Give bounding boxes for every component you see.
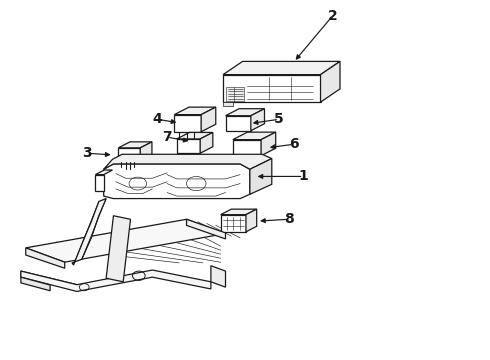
Polygon shape (211, 266, 225, 287)
Polygon shape (96, 170, 113, 175)
Polygon shape (220, 215, 246, 232)
Polygon shape (118, 142, 152, 148)
Polygon shape (26, 248, 65, 268)
Polygon shape (220, 209, 257, 215)
Text: 4: 4 (152, 112, 162, 126)
Polygon shape (21, 271, 77, 290)
Polygon shape (251, 109, 265, 131)
Polygon shape (26, 219, 225, 262)
Polygon shape (177, 132, 213, 139)
Polygon shape (174, 114, 201, 132)
Polygon shape (246, 209, 257, 232)
Polygon shape (320, 62, 340, 102)
Polygon shape (104, 154, 272, 169)
Polygon shape (21, 270, 211, 292)
Text: 6: 6 (289, 137, 298, 151)
Polygon shape (187, 219, 225, 239)
Polygon shape (177, 139, 200, 153)
Text: 2: 2 (328, 9, 338, 23)
Polygon shape (21, 277, 50, 291)
Polygon shape (96, 175, 104, 191)
Polygon shape (223, 62, 340, 75)
Text: 1: 1 (298, 170, 308, 184)
Polygon shape (225, 109, 265, 116)
Polygon shape (140, 142, 152, 162)
Polygon shape (200, 132, 213, 153)
Polygon shape (233, 140, 261, 156)
Polygon shape (72, 199, 106, 265)
Polygon shape (223, 75, 320, 102)
Polygon shape (261, 132, 276, 156)
Polygon shape (106, 216, 130, 282)
Polygon shape (118, 148, 140, 162)
Text: 3: 3 (82, 146, 92, 160)
Text: 8: 8 (284, 212, 294, 226)
Text: 7: 7 (162, 130, 172, 144)
Polygon shape (226, 87, 244, 101)
Polygon shape (104, 164, 250, 199)
Polygon shape (223, 102, 233, 107)
Polygon shape (201, 107, 216, 132)
Polygon shape (225, 116, 251, 131)
Text: 5: 5 (274, 112, 284, 126)
Polygon shape (174, 107, 216, 114)
Polygon shape (250, 158, 272, 194)
Polygon shape (233, 132, 276, 140)
